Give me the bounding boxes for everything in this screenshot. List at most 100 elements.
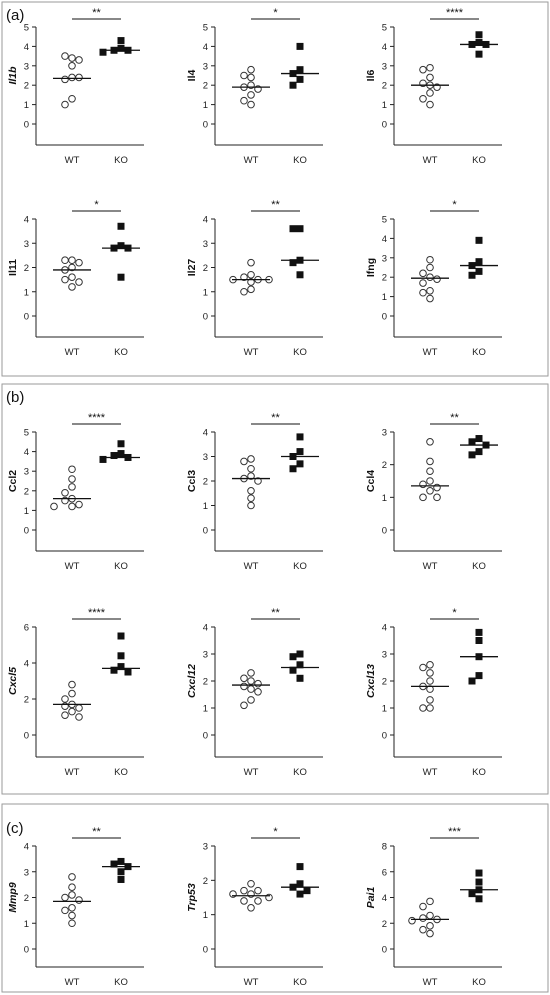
plot-il1b-ytick-label: 4 [24, 42, 29, 53]
plot-il11-point-wt [68, 263, 76, 272]
plot-ccl4-point-ko [475, 448, 483, 456]
plot-il27-ytick-label: 2 [203, 263, 208, 274]
plot-il4-point-ko [296, 66, 304, 74]
plot-ifng-point-ko [468, 271, 476, 279]
plot-cxcl5-ytick-label: 0 [24, 731, 29, 742]
plot-il11-point-wt [75, 258, 83, 267]
plot-pai1-point-wt [426, 922, 434, 930]
plot-ccl4-group-label-wt: WT [423, 561, 438, 572]
plot-ccl4-point-ko [468, 438, 476, 446]
plot-mmp9-ytick-label: 3 [24, 867, 29, 878]
plot-cxcl5-ytick-label: 2 [24, 695, 29, 706]
plot-il6-significance-label: **** [446, 7, 464, 19]
plot-il4-point-wt [247, 73, 255, 82]
plot-il4-point-ko [296, 75, 304, 83]
plot-pai1-ytick-label: 0 [382, 945, 387, 956]
plot-pai1-point-ko [475, 869, 483, 877]
plot-ifng-ytick-label: 5 [382, 215, 387, 226]
plot-cxcl5-point-ko [110, 666, 118, 674]
plot-ccl2-group-label-ko: KO [114, 561, 128, 572]
plot-trp53-point-ko [296, 863, 304, 871]
plot-il27-point-wt [240, 273, 248, 282]
plot-mmp9-y-label: Mmp9 [7, 882, 19, 912]
plot-il27-point-wt [247, 285, 255, 294]
plot-cxcl12-point-wt [254, 688, 262, 696]
plot-il4-group-label-ko: KO [293, 155, 307, 166]
plot-ccl2-point-ko [117, 450, 125, 458]
plot-il1b-significance-label: ** [92, 7, 101, 19]
plot-mmp9-group-label-wt: WT [65, 977, 80, 988]
plot-cxcl12-point-ko [296, 674, 304, 682]
plot-il6-ytick-label: 3 [382, 61, 387, 72]
plot-mmp9-ytick-label: 4 [24, 842, 29, 853]
plot-il27: 0 1 2 3 4 Il27 WT KO ** [186, 199, 323, 358]
plot-cxcl12-point-ko [289, 653, 297, 661]
plot-ccl2-ytick-label: 5 [24, 428, 29, 439]
plot-il27-point-wt [247, 270, 255, 279]
plot-ccl4-group-label-ko: KO [472, 561, 486, 572]
plot-cxcl12-ytick-label: 3 [203, 650, 208, 661]
plot-cxcl12-ytick-label: 2 [203, 677, 208, 688]
plot-cxcl13-ytick-label: 4 [382, 623, 387, 634]
plot-ccl2-ytick-label: 4 [24, 447, 29, 458]
plot-il1b-point-wt [61, 100, 69, 109]
plot-cxcl13-group-label-ko: KO [472, 767, 486, 778]
plot-cxcl5-point-wt [61, 711, 69, 720]
plot-trp53-point-ko [296, 890, 304, 898]
plot-pai1-point-wt [426, 911, 434, 920]
plot-trp53-point-wt [247, 879, 255, 888]
plot-pai1-point-wt [426, 897, 434, 906]
plot-ccl2-point-ko [117, 440, 125, 448]
plot-trp53-point-wt [247, 904, 255, 912]
plot-trp53-significance-label: * [273, 826, 278, 838]
plot-trp53-point-ko [303, 887, 311, 895]
plot-il4-ytick-label: 3 [203, 61, 208, 72]
plot-il11-ytick-label: 3 [24, 239, 29, 250]
plot-ccl4-ytick-label: 0 [382, 526, 387, 537]
plot-ccl3-point-wt [247, 501, 255, 510]
plot-ifng-y-label: Ifng [365, 258, 377, 277]
plot-il11: 0 1 2 3 4 Il11 WT KO * [7, 199, 144, 358]
plot-mmp9-point-wt [61, 906, 69, 915]
plot-ccl2-point-wt [61, 488, 69, 497]
plot-cxcl13-point-wt [426, 704, 434, 712]
plot-cxcl5: 0 2 4 6 Cxcl5 WT KO **** [7, 607, 144, 778]
plot-pai1-point-wt [408, 916, 416, 925]
plot-il27-significance-label: ** [271, 199, 280, 211]
plot-cxcl12-significance-label: ** [271, 607, 280, 619]
plot-ifng-group-label-wt: WT [423, 347, 438, 358]
plot-ccl3-ytick-label: 1 [203, 501, 208, 512]
plot-ccl3: 0 1 2 3 4 Ccl3 WT KO ** [186, 412, 323, 572]
plot-mmp9-ytick-label: 2 [24, 893, 29, 904]
plot-mmp9-point-ko [117, 857, 125, 865]
plot-cxcl5-point-ko [124, 668, 132, 676]
plot-pai1-point-ko [468, 890, 476, 898]
plot-cxcl12-ytick-label: 0 [203, 731, 208, 742]
plot-cxcl13-point-wt [419, 663, 427, 672]
plot-il6-point-wt [426, 73, 434, 82]
plot-il11-ytick-label: 2 [24, 263, 29, 274]
plot-il6-point-ko [475, 39, 483, 47]
plot-ccl4-point-ko [468, 451, 476, 459]
plot-ccl4-ytick-label: 1 [382, 493, 387, 504]
plot-il27-ytick-label: 3 [203, 239, 208, 250]
plot-trp53-point-ko [296, 880, 304, 888]
plot-cxcl5-significance-label: **** [88, 607, 106, 619]
plot-il4-point-ko [289, 81, 297, 89]
plot-il1b-point-ko [117, 37, 125, 45]
plot-il1b-point-ko [117, 44, 125, 52]
plot-mmp9-point-wt [68, 919, 76, 928]
plot-ifng-group-label-ko: KO [472, 347, 486, 358]
plot-il4-point-wt [240, 96, 248, 105]
plot-ifng-point-wt [433, 275, 441, 283]
plot-trp53-point-wt [240, 897, 248, 905]
plot-mmp9-point-wt [68, 911, 76, 920]
plot-mmp9-group-label-ko: KO [114, 977, 128, 988]
plot-trp53: 0 1 2 3 Trp53 WT KO * [186, 826, 323, 988]
plot-pai1-ytick-label: 6 [382, 867, 387, 878]
plot-ifng-point-wt [419, 279, 427, 287]
plot-ccl3-point-wt [247, 455, 255, 463]
plot-ccl2: 0 1 2 3 4 5 Ccl2 WT KO **** [7, 412, 144, 572]
plot-il11-point-wt [61, 256, 69, 265]
